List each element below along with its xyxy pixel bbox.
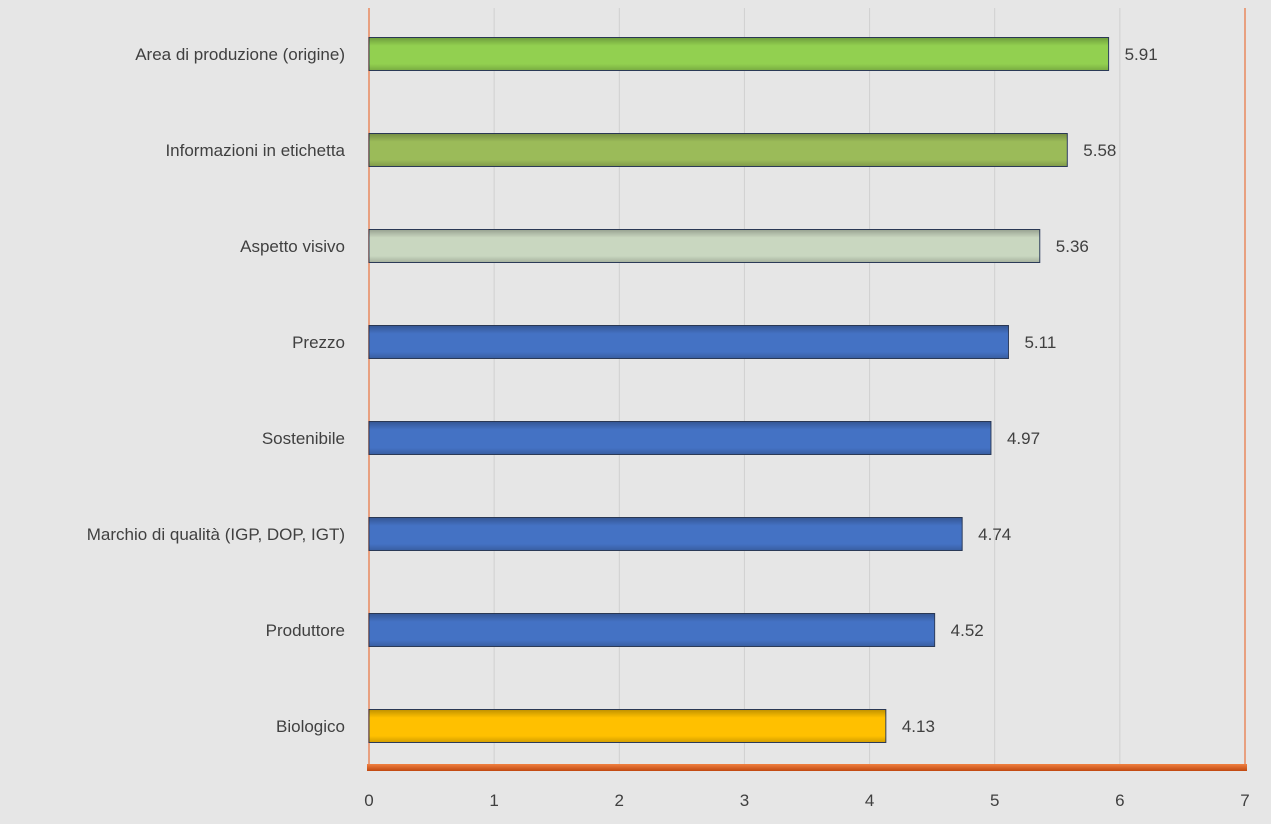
bar-group	[368, 421, 992, 455]
category-label: Sostenibile	[262, 429, 345, 448]
bar-group	[368, 613, 936, 647]
x-tick-label: 2	[615, 791, 624, 810]
category-label: Produttore	[266, 621, 345, 640]
bar-group	[368, 133, 1068, 167]
x-tick-label: 4	[865, 791, 874, 810]
value-label: 5.11	[1024, 333, 1056, 352]
bar-shading	[369, 133, 1068, 167]
gridlines	[368, 8, 1246, 767]
bar-shading	[369, 229, 1040, 263]
value-label: 4.52	[951, 621, 984, 640]
x-axis-line	[367, 764, 1247, 771]
category-label: Prezzo	[292, 333, 345, 352]
category-label: Biologico	[276, 717, 345, 736]
bar-group	[368, 229, 1041, 263]
x-tick-label: 7	[1240, 791, 1249, 810]
value-label: 4.13	[902, 717, 935, 736]
category-label: Informazioni in etichetta	[165, 141, 345, 160]
bars	[368, 37, 1110, 743]
bar-shading	[369, 517, 963, 551]
x-tick-label: 3	[740, 791, 749, 810]
x-tick-label: 0	[364, 791, 373, 810]
x-tick-label: 6	[1115, 791, 1124, 810]
value-labels: 5.91 5.58 5.36 5.11 4.97 4.74 4.52 4.13	[902, 45, 1158, 736]
bar-shading	[369, 325, 1009, 359]
bar-shading	[369, 37, 1109, 71]
value-label: 5.91	[1125, 45, 1158, 64]
value-label: 4.74	[978, 525, 1011, 544]
bar-shading	[369, 421, 991, 455]
category-label: Marchio di qualità (IGP, DOP, IGT)	[87, 525, 345, 544]
bar-group	[368, 709, 887, 743]
bar-group	[368, 37, 1110, 71]
plot-borders	[368, 8, 1246, 767]
bar-shading	[369, 613, 935, 647]
value-label: 5.36	[1056, 237, 1089, 256]
x-tick-label: 1	[489, 791, 498, 810]
bar-shading	[369, 709, 886, 743]
bar-group	[368, 325, 1009, 359]
category-label: Area di produzione (origine)	[135, 45, 345, 64]
x-tick-labels: 0 1 2 3 4 5 6 7	[364, 791, 1249, 810]
x-axis	[367, 764, 1247, 771]
category-labels: Area di produzione (origine) Informazioni…	[87, 45, 346, 736]
category-label: Aspetto visivo	[240, 237, 345, 256]
x-tick-label: 5	[990, 791, 999, 810]
bar-group	[368, 517, 963, 551]
value-label: 4.97	[1007, 429, 1040, 448]
value-label: 5.58	[1083, 141, 1116, 160]
